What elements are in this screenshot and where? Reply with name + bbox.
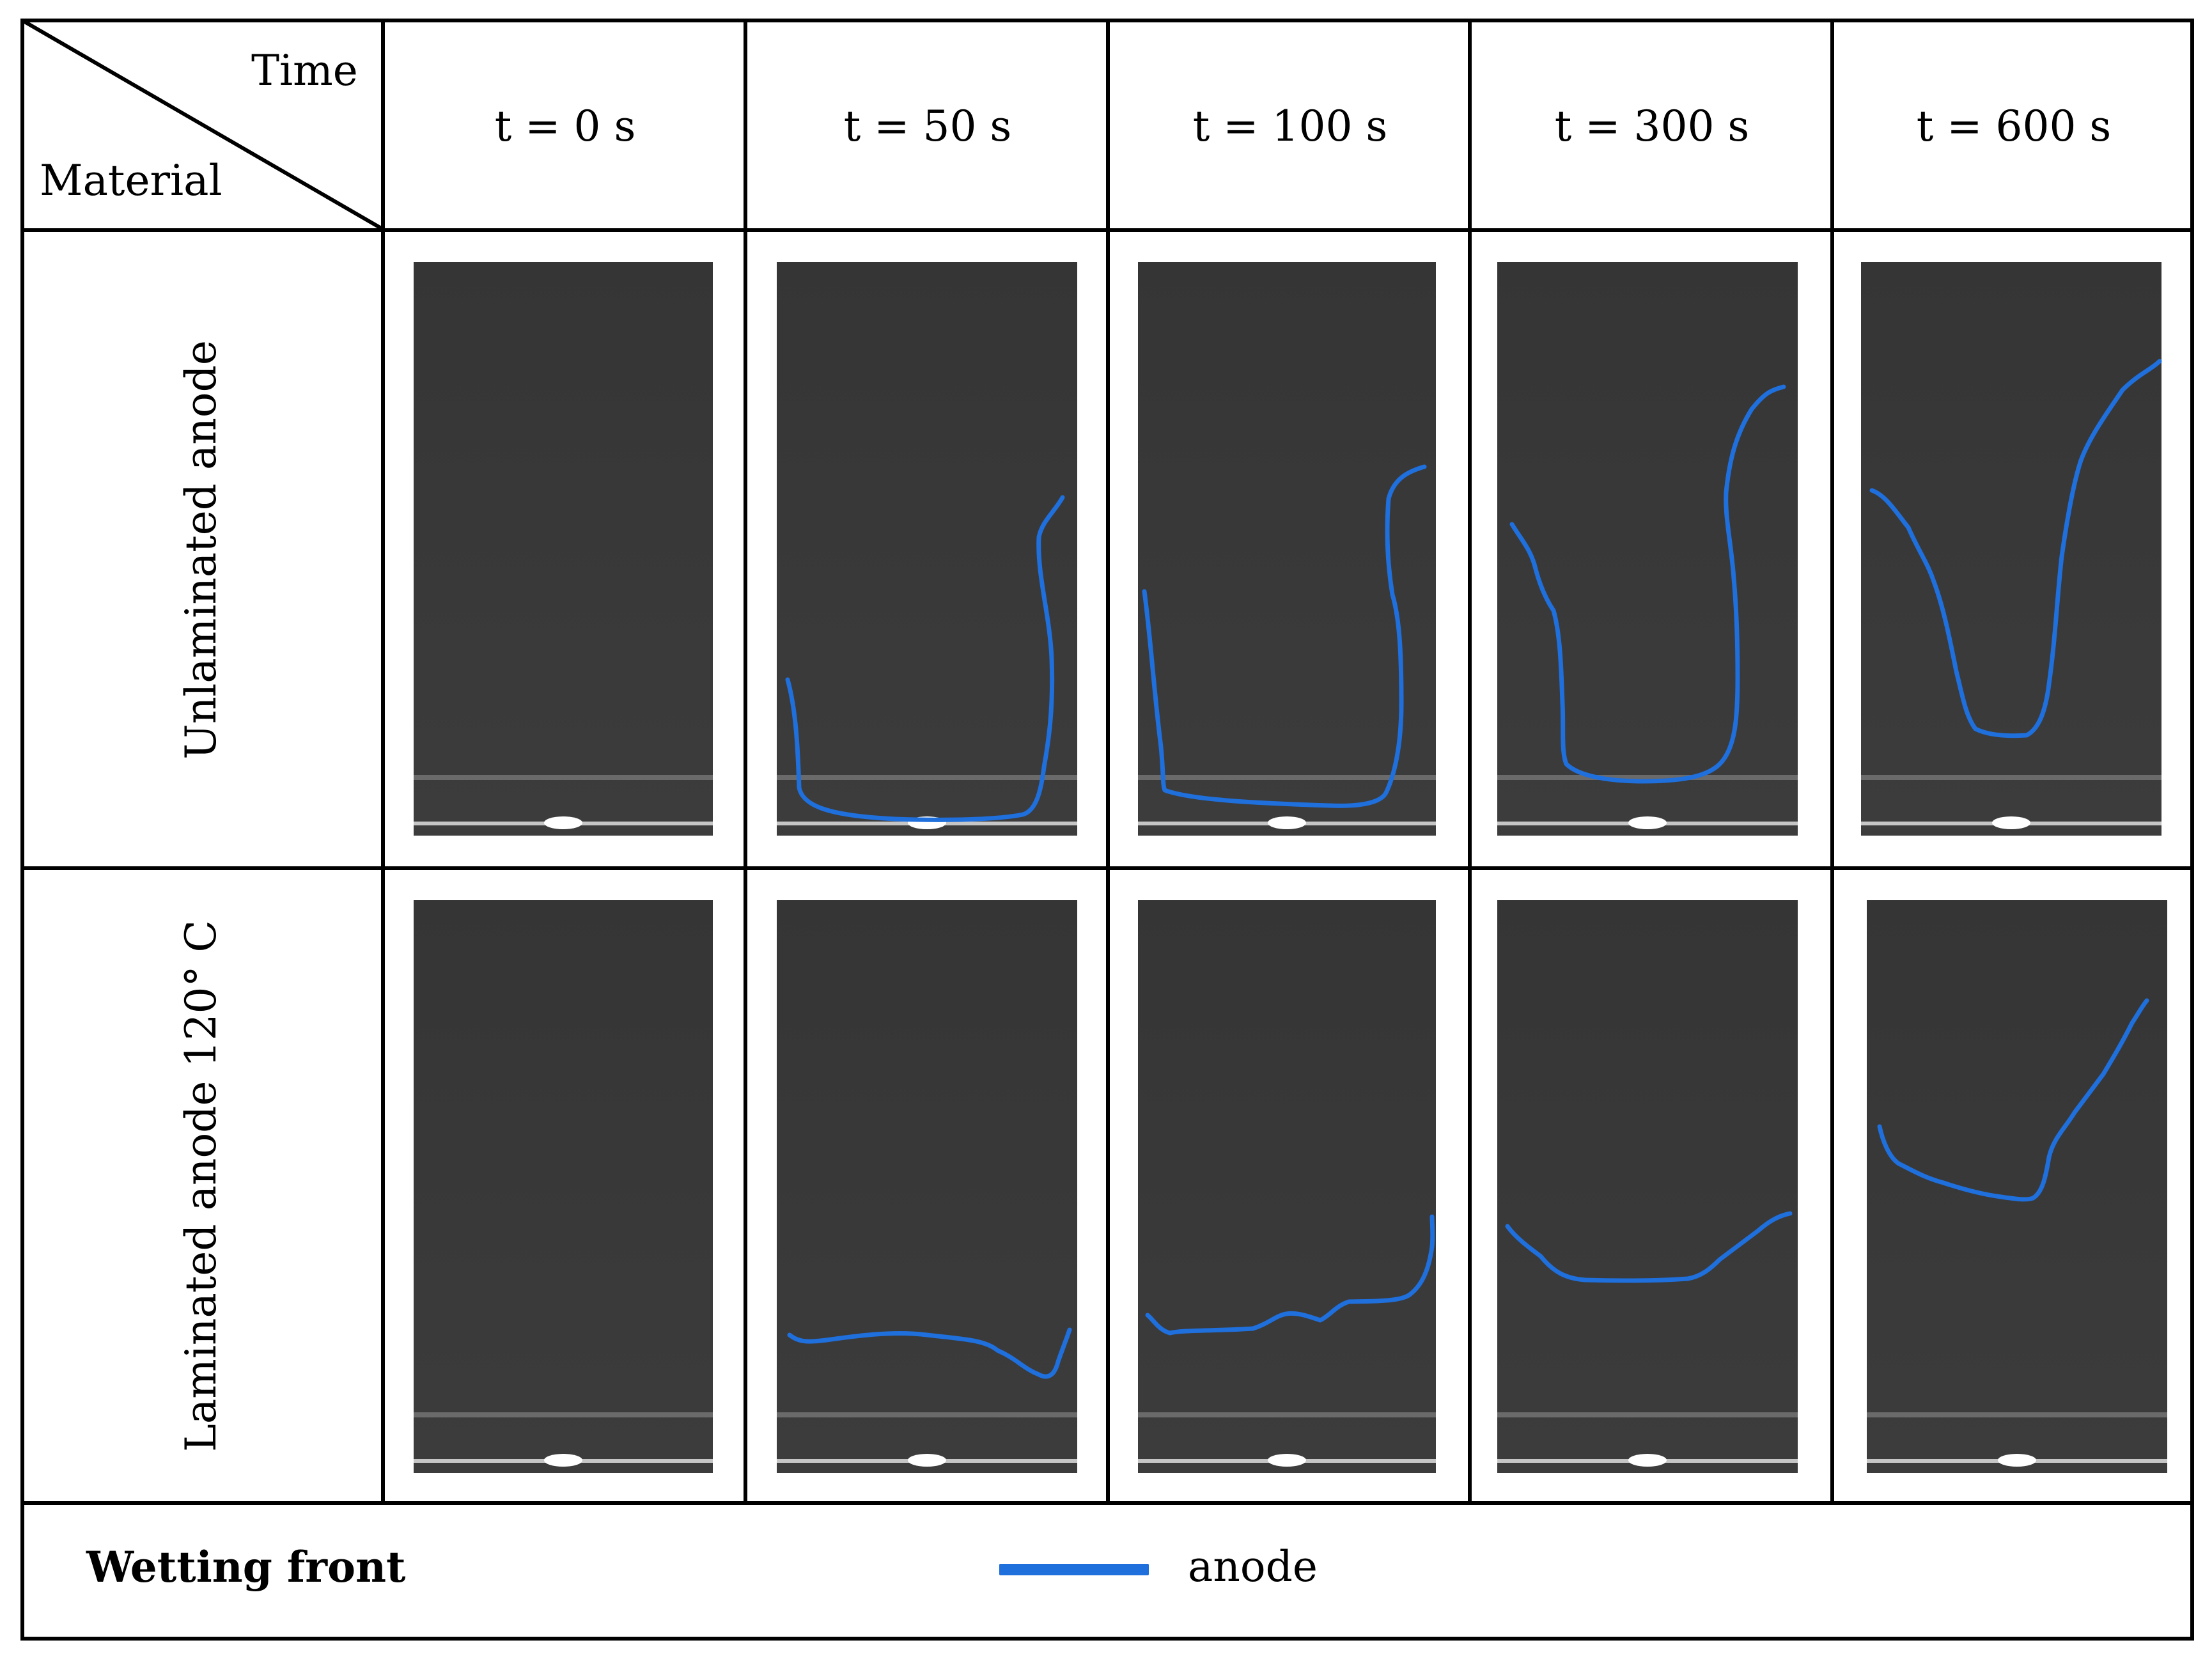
column-header-t0: t = 0 s <box>494 102 636 151</box>
photo-unlaminated-t300 <box>1497 262 1798 836</box>
photo-unlaminated-t50 <box>777 262 1077 836</box>
photo-laminated-t0 <box>414 900 713 1473</box>
column-divider-5 <box>1830 19 1834 1505</box>
corner-material-label: Material <box>40 156 222 205</box>
table-border-bottom <box>20 1637 2194 1641</box>
column-header-t600: t = 600 s <box>1916 102 2112 151</box>
photo-laminated-t100 <box>1138 900 1436 1473</box>
photo-unlaminated-t0 <box>414 262 713 836</box>
column-divider-4 <box>1468 19 1472 1505</box>
wetting-front-unlaminated-t600 <box>1869 359 2162 738</box>
wetting-front-laminated-t100 <box>1145 1214 1435 1336</box>
legend-title: Wetting front <box>86 1542 406 1592</box>
legend-line-swatch <box>999 1564 1149 1575</box>
column-divider-3 <box>1106 19 1110 1505</box>
wetting-front-unlaminated-t100 <box>1142 464 1427 808</box>
corner-diagonal <box>21 19 384 231</box>
photo-unlaminated-t600 <box>1861 262 2161 836</box>
wetting-front-laminated-t300 <box>1505 1211 1793 1283</box>
column-header-t100: t = 100 s <box>1192 102 1388 151</box>
photo-laminated-t600 <box>1867 900 2167 1473</box>
legend-line-label: anode <box>1188 1542 1318 1591</box>
photo-laminated-t300 <box>1497 900 1798 1473</box>
table-border-right <box>2190 19 2194 1641</box>
photo-laminated-t50 <box>777 900 1077 1473</box>
wetting-front-laminated-t50 <box>787 1327 1072 1379</box>
column-header-t300: t = 300 s <box>1554 102 1750 151</box>
column-header-t50: t = 50 s <box>843 102 1012 151</box>
wetting-front-unlaminated-t300 <box>1509 384 1786 784</box>
table-border-left <box>20 19 24 1641</box>
column-divider-2 <box>744 19 747 1505</box>
wetting-front-laminated-t600 <box>1877 998 2149 1202</box>
corner-time-label: Time <box>251 46 358 95</box>
wetting-front-unlaminated-t50 <box>785 495 1065 822</box>
column-divider-1 <box>381 19 385 1505</box>
